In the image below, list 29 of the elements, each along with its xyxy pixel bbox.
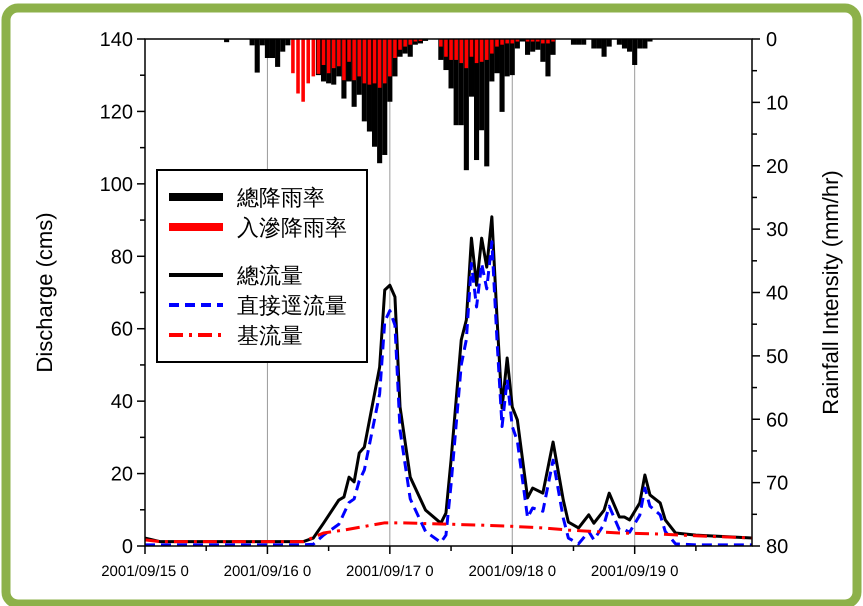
x-tick-label: 2001/09/15 0 [101, 563, 189, 580]
x-tick-label: 2001/09/17 0 [346, 563, 434, 580]
x-tick-label: 2001/09/18 0 [468, 563, 556, 580]
legend-label: 直接逕流量 [237, 293, 347, 318]
legend-label: 總流量 [236, 263, 303, 288]
y2-tick-label: 20 [766, 156, 788, 178]
y-tick-label: 20 [110, 464, 133, 486]
y-tick-label: 100 [100, 174, 133, 196]
y-tick-label: 140 [100, 29, 133, 51]
y2-tick-label: 60 [766, 409, 788, 432]
x-tick-label: 2001/09/19 0 [590, 563, 678, 580]
y-tick-label: 80 [110, 246, 133, 268]
legend-label: 基流量 [237, 323, 303, 348]
y2-tick-label: 0 [766, 29, 778, 51]
legend-label: 總降雨率 [236, 185, 325, 210]
y-tick-label: 40 [110, 391, 133, 414]
y-tick-label: 60 [110, 318, 133, 341]
y2-axis-title: Rainfall Intensity (mm/hr) [818, 170, 843, 415]
y2-tick-label: 70 [766, 472, 788, 495]
y2-tick-label: 30 [766, 219, 788, 242]
y2-tick-label: 40 [766, 282, 788, 304]
y2-tick-label: 80 [766, 536, 788, 558]
x-tick-label: 2001/09/16 0 [224, 563, 312, 580]
y-axis-title: Discharge (cms) [32, 212, 57, 373]
y-tick-label: 120 [100, 101, 133, 124]
y2-tick-label: 10 [766, 92, 788, 114]
y2-tick-label: 50 [766, 346, 788, 368]
legend-label: 入滲降雨率 [237, 215, 347, 240]
y-tick-label: 0 [122, 536, 133, 558]
